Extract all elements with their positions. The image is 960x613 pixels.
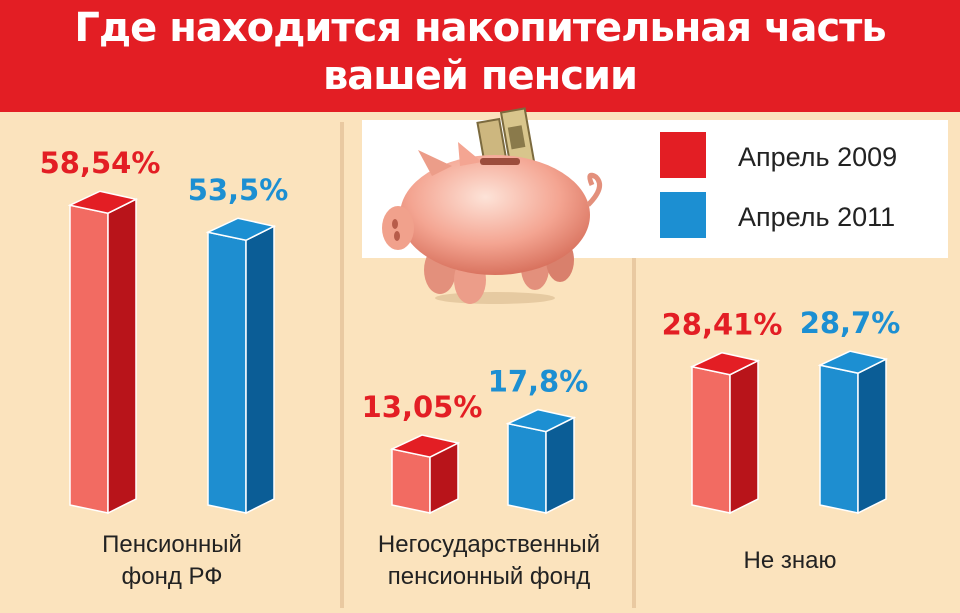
category-label-0-1: фонд РФ <box>121 563 222 590</box>
title-banner: Где находится накопительная часть вашей … <box>0 0 960 112</box>
legend-label-2011: Апрель 2011 <box>738 202 896 232</box>
bar-2011-0-top <box>205 217 277 242</box>
legend-label-2009: Апрель 2009 <box>738 142 898 172</box>
bar-2009-1-top <box>389 434 461 458</box>
bar-2009-0-side <box>107 198 137 515</box>
bar-2011-2-side <box>857 357 887 515</box>
bar-2011-1-side <box>545 416 575 515</box>
legend-swatch-2011 <box>660 192 706 238</box>
value-label-2011-2: 28,7% <box>800 306 901 340</box>
bar-2009-2-front <box>691 365 731 514</box>
value-label-2009-1: 13,05% <box>362 390 483 424</box>
title-line-1: Где находится накопительная часть <box>74 5 886 51</box>
category-label-2-0: Не знаю <box>744 547 837 574</box>
bar-2009-2-top <box>689 351 761 376</box>
bar-2011-1-front <box>507 422 547 514</box>
category-label-0-0: Пенсионный <box>102 531 242 558</box>
bar-2011-1-top <box>505 408 577 433</box>
chart-title: Где находится накопительная часть вашей … <box>0 4 960 100</box>
value-label-2009-0: 58,54% <box>40 146 161 180</box>
bar-2011-0-front <box>207 231 247 514</box>
value-label-2011-1: 17,8% <box>488 365 589 399</box>
bar-2009-2-side <box>729 359 759 515</box>
bar-2009-0-front <box>69 204 109 514</box>
bar-2011-0-side <box>245 225 275 515</box>
value-label-2011-0: 53,5% <box>188 173 289 207</box>
bar-2009-0-top <box>67 190 139 215</box>
bar-2009-1-front <box>391 448 431 514</box>
value-label-2009-2: 28,41% <box>662 308 783 342</box>
column-divider-1 <box>340 122 344 608</box>
title-line-2: вашей пенсии <box>322 53 638 99</box>
bar-2011-2-top <box>817 350 889 374</box>
legend-swatch-2009 <box>660 132 706 178</box>
category-label-1-0: Негосударственный <box>378 531 600 558</box>
category-label-1-1: пенсионный фонд <box>388 563 591 590</box>
column-divider-2 <box>632 122 636 608</box>
bar-2011-2-front <box>819 364 859 514</box>
